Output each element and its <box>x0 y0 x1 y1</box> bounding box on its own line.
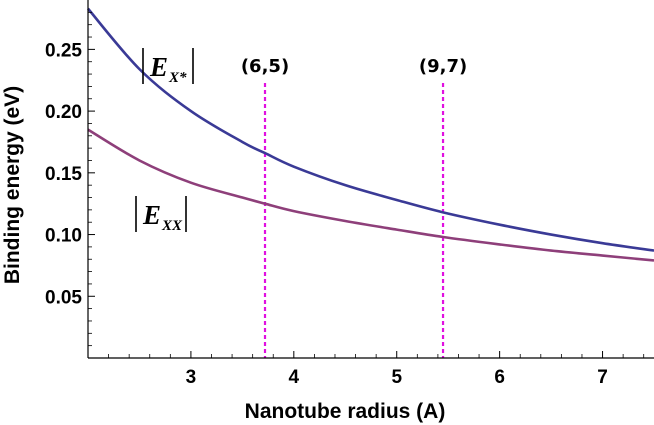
curve-label-main: E <box>149 52 168 82</box>
series-lines <box>87 7 654 262</box>
x-tick-label: 3 <box>186 367 197 388</box>
x-tick-label: 7 <box>597 367 608 388</box>
marker-label: (6,5) <box>241 56 289 77</box>
curve-label-exx: E XX <box>135 196 187 234</box>
y-tick-label: 0.25 <box>45 40 82 61</box>
x-tick-label: 5 <box>391 367 402 388</box>
x-axis-title: Nanotube radius (A) <box>245 400 446 423</box>
y-tick-label: 0.05 <box>45 287 82 308</box>
y-tick-label: 0.10 <box>45 226 82 247</box>
curve-label-ex-star: E X* <box>142 48 194 86</box>
curve-label-main: E <box>142 200 161 230</box>
marker-lines: (6,5) (9,7) <box>241 56 467 358</box>
curve-label-sub: XX <box>161 218 183 234</box>
series-line-exx <box>87 128 654 262</box>
y-tick-label: 0.20 <box>45 102 82 123</box>
curve-labels: E X*E XX <box>135 48 194 234</box>
x-tick-label: 4 <box>289 367 300 388</box>
axes <box>87 0 654 359</box>
x-tick-label: 6 <box>494 367 505 388</box>
series-line-ex-star <box>87 7 654 252</box>
ticks: 3 4 5 6 7 0.05 0.10 0.15 0.20 0.25 <box>45 11 645 388</box>
y-axis-title: Binding energy (eV) <box>1 86 24 284</box>
curve-label-sub: X* <box>168 70 187 86</box>
y-tick-label: 0.15 <box>45 164 82 185</box>
marker-label: (9,7) <box>419 56 467 77</box>
